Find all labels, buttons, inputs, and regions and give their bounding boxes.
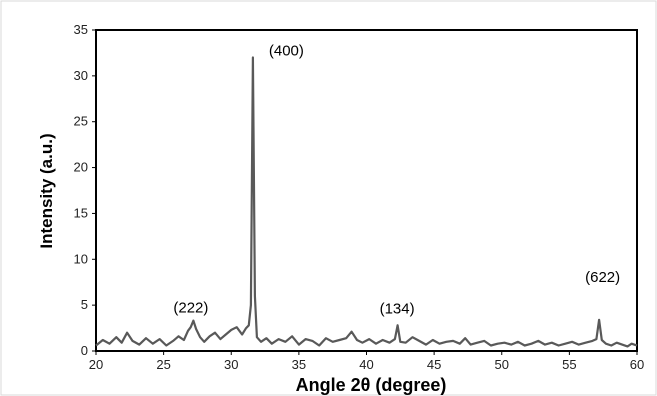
x-tick-label: 20	[89, 357, 103, 372]
y-tick-label: 10	[74, 251, 88, 266]
x-tick-label: 40	[359, 357, 373, 372]
y-tick-label: 25	[74, 114, 88, 129]
y-tick-label: 15	[74, 205, 88, 220]
y-axis-ticks: 0 5 10 15 20 25 30 35	[74, 22, 96, 358]
y-axis-title: Intensity (a.u.)	[37, 133, 56, 248]
x-tick-label: 30	[224, 357, 238, 372]
x-tick-label: 45	[427, 357, 441, 372]
x-tick-label: 25	[156, 357, 170, 372]
x-axis-ticks: 20 25 30 35 40 45 50 55 60	[89, 351, 644, 372]
x-axis-title: Angle 2θ (degree)	[296, 375, 447, 395]
peak-labels: (222) (400) (134) (622)	[173, 43, 620, 318]
y-tick-label: 5	[81, 297, 88, 312]
x-tick-label: 50	[495, 357, 509, 372]
series-line	[95, 56, 638, 348]
x-tick-label: 60	[630, 357, 644, 372]
peak-label: (222)	[173, 300, 208, 317]
x-tick-label: 35	[292, 357, 306, 372]
y-tick-label: 20	[74, 160, 88, 175]
y-tick-label: 35	[74, 22, 88, 37]
y-tick-label: 30	[74, 68, 88, 83]
x-tick-label: 55	[562, 357, 576, 372]
y-tick-label: 0	[81, 343, 88, 358]
peak-label: (134)	[380, 300, 415, 317]
peak-label: (622)	[585, 269, 620, 286]
peak-label: (400)	[269, 43, 304, 60]
